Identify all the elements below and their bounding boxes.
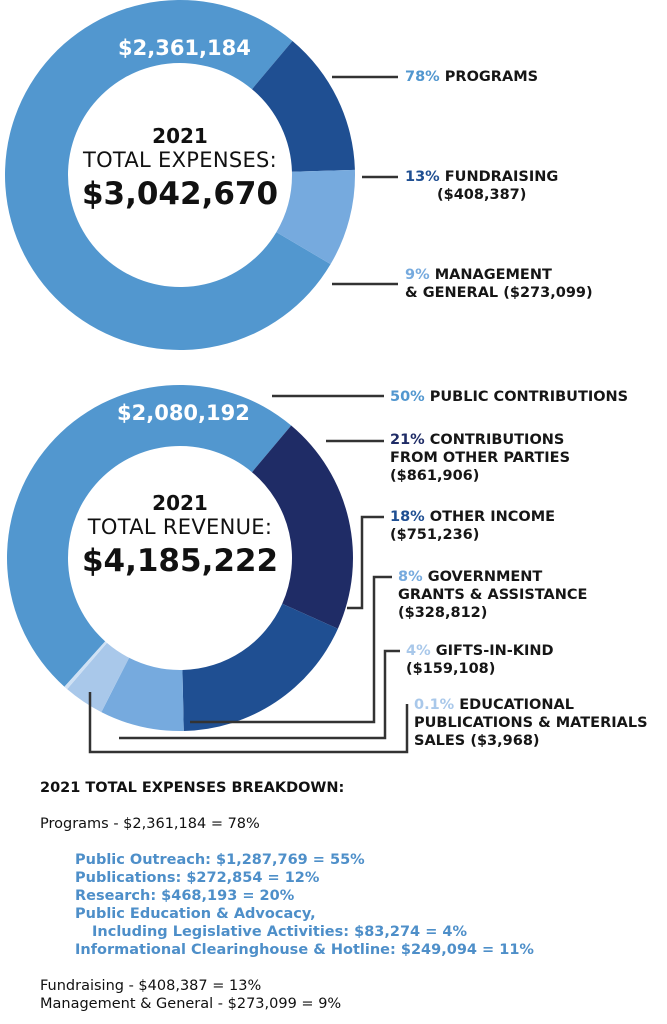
breakdown-fundraising: Fundraising - $408,387 = 13% [40, 978, 262, 994]
breakdown-sub-item: Public Education & Advocacy, [75, 906, 316, 922]
government-label-2: GRANTS & ASSISTANCE [398, 587, 588, 603]
government-label: GOVERNMENT [427, 569, 543, 585]
other-parties-label-2: FROM OTHER PARTIES [390, 450, 571, 466]
programs-ring-value: $2,361,184 [118, 36, 251, 60]
public-contributions-ring-value: $2,080,192 [117, 401, 250, 425]
breakdown-sub-item: Publications: $272,854 = 12% [75, 870, 320, 886]
slice-management [276, 169, 355, 265]
other-parties-annotation: 21% CONTRIBUTIONS FROM OTHER PARTIES ($8… [390, 431, 570, 485]
revenue-donut [6, 384, 354, 731]
breakdown-sub-item: Research: $468,193 = 20% [75, 888, 295, 904]
expenses-donut [5, 0, 355, 350]
label-connectors [88, 75, 409, 754]
connector-line [88, 692, 409, 754]
revenue-center: 2021 TOTAL REVENUE: $4,185,222 [75, 491, 285, 579]
expenses-center: 2021 TOTAL EXPENSES: $3,042,670 [75, 124, 285, 212]
gifts-in-kind-amount: ($159,108) [406, 661, 496, 677]
slice-educational [64, 641, 107, 690]
donut-charts [5, 0, 409, 754]
slice-public-contributions [6, 384, 292, 687]
slice-contributions [251, 425, 354, 629]
management-amount: ($273,099) [503, 285, 593, 301]
management-annotation: 9% MANAGEMENT & GENERAL ($273,099) [405, 266, 593, 302]
fundraising-label: FUNDRAISING [444, 169, 559, 185]
other-income-annotation: 18% OTHER INCOME ($751,236) [390, 508, 555, 544]
educational-annotation: 0.1% EDUCATIONAL PUBLICATIONS & MATERIAL… [414, 696, 648, 750]
fundraising-percent: 13% [405, 169, 440, 185]
slice-fundraising [251, 40, 355, 172]
other-income-percent: 18% [390, 509, 425, 525]
gifts-in-kind-annotation: 4% GIFTS-IN-KIND ($159,108) [406, 642, 554, 678]
breakdown-sub-item: Public Outreach: $1,287,769 = 55% [75, 852, 365, 868]
expenses-year: 2021 [152, 124, 208, 148]
revenue-center-label: TOTAL REVENUE: [87, 515, 273, 539]
other-parties-label: CONTRIBUTIONS [429, 432, 565, 448]
public-contributions-annotation: 50% PUBLIC CONTRIBUTIONS [390, 388, 628, 406]
programs-label: PROGRAMS [444, 69, 539, 85]
educational-percent: 0.1% [414, 697, 455, 713]
breakdown-programs: Programs - $2,361,184 = 78% [40, 816, 260, 832]
breakdown-management: Management & General - $273,099 = 9% [40, 996, 342, 1012]
connector-line [119, 649, 400, 740]
connector-line [190, 575, 392, 724]
revenue-total: $4,185,222 [81, 543, 279, 579]
gifts-in-kind-label: GIFTS-IN-KIND [435, 643, 554, 659]
management-label-2: & GENERAL [405, 285, 499, 301]
government-percent: 8% [398, 569, 423, 585]
slice-gifts-in-kind [67, 642, 130, 713]
slice-programs [5, 0, 331, 350]
other-parties-percent: 21% [390, 432, 425, 448]
breakdown-sub-item: Including Legislative Activities: $83,27… [92, 924, 468, 940]
other-parties-amount: ($861,906) [390, 468, 480, 484]
programs-annotation: 78% PROGRAMS [405, 68, 538, 86]
public-contributions-percent: 50% [390, 389, 425, 405]
gifts-in-kind-percent: 4% [406, 643, 431, 659]
expenses-total: $3,042,670 [81, 176, 279, 212]
educational-label-3: SALES [414, 733, 466, 749]
fundraising-amount: ($408,387) [437, 187, 527, 203]
connector-line [347, 515, 384, 610]
educational-amount: ($3,968) [470, 733, 540, 749]
revenue-year: 2021 [152, 491, 208, 515]
educational-label: EDUCATIONAL [459, 697, 574, 713]
fundraising-annotation: 13% FUNDRAISING ($408,387) [405, 168, 558, 204]
public-contributions-label: PUBLIC CONTRIBUTIONS [429, 389, 629, 405]
educational-label-2: PUBLICATIONS & MATERIALS [414, 715, 648, 731]
government-amount: ($328,812) [398, 605, 488, 621]
expenses-center-label: TOTAL EXPENSES: [82, 148, 278, 172]
management-percent: 9% [405, 267, 430, 283]
other-income-amount: ($751,236) [390, 527, 480, 543]
government-annotation: 8% GOVERNMENT GRANTS & ASSISTANCE ($328,… [398, 568, 587, 622]
breakdown-title: 2021 TOTAL EXPENSES BREAKDOWN: [40, 780, 345, 796]
slice-other-income [182, 603, 338, 731]
management-label: MANAGEMENT [434, 267, 552, 283]
other-income-label: OTHER INCOME [429, 509, 556, 525]
programs-percent: 78% [405, 69, 440, 85]
slice-government [101, 657, 184, 731]
breakdown-sub-item: Informational Clearinghouse & Hotline: $… [75, 942, 534, 958]
